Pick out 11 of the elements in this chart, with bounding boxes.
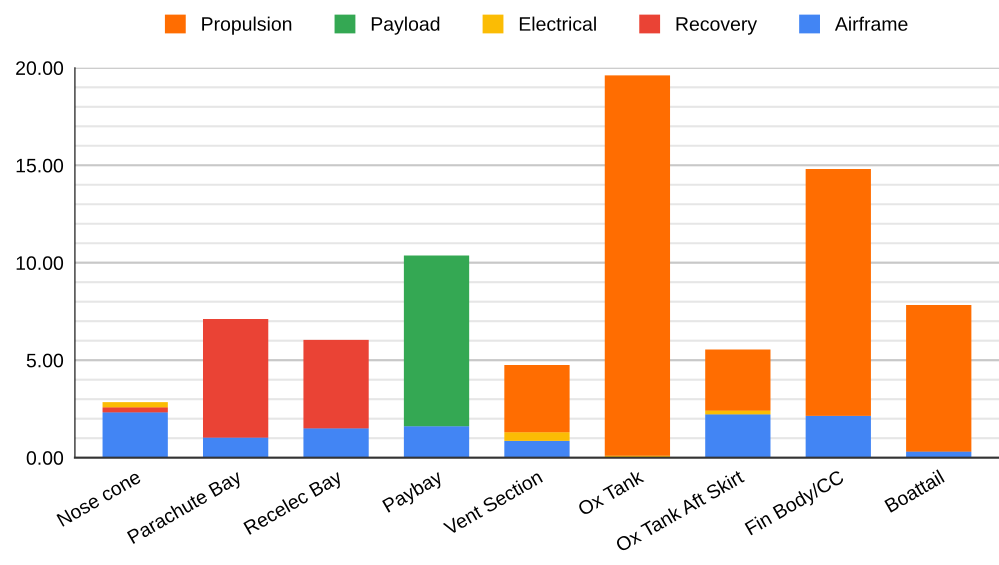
- y-tick-label: 5.00: [26, 354, 64, 368]
- y-tick-label: 20.00: [16, 61, 64, 76]
- y-tick-label: 0.00: [26, 451, 64, 465]
- legend-label: Electrical: [520, 16, 596, 31]
- legend-label: Propulsion: [202, 16, 292, 35]
- x-tick-label: Ox Tank: [576, 468, 645, 516]
- legend-label: Payload: [372, 16, 440, 35]
- legend-label: Airframe: [834, 16, 908, 31]
- legend-label: Recovery: [676, 17, 758, 35]
- y-tick-label: 10.00: [16, 256, 64, 270]
- y-tick-label: 15.00: [16, 158, 64, 172]
